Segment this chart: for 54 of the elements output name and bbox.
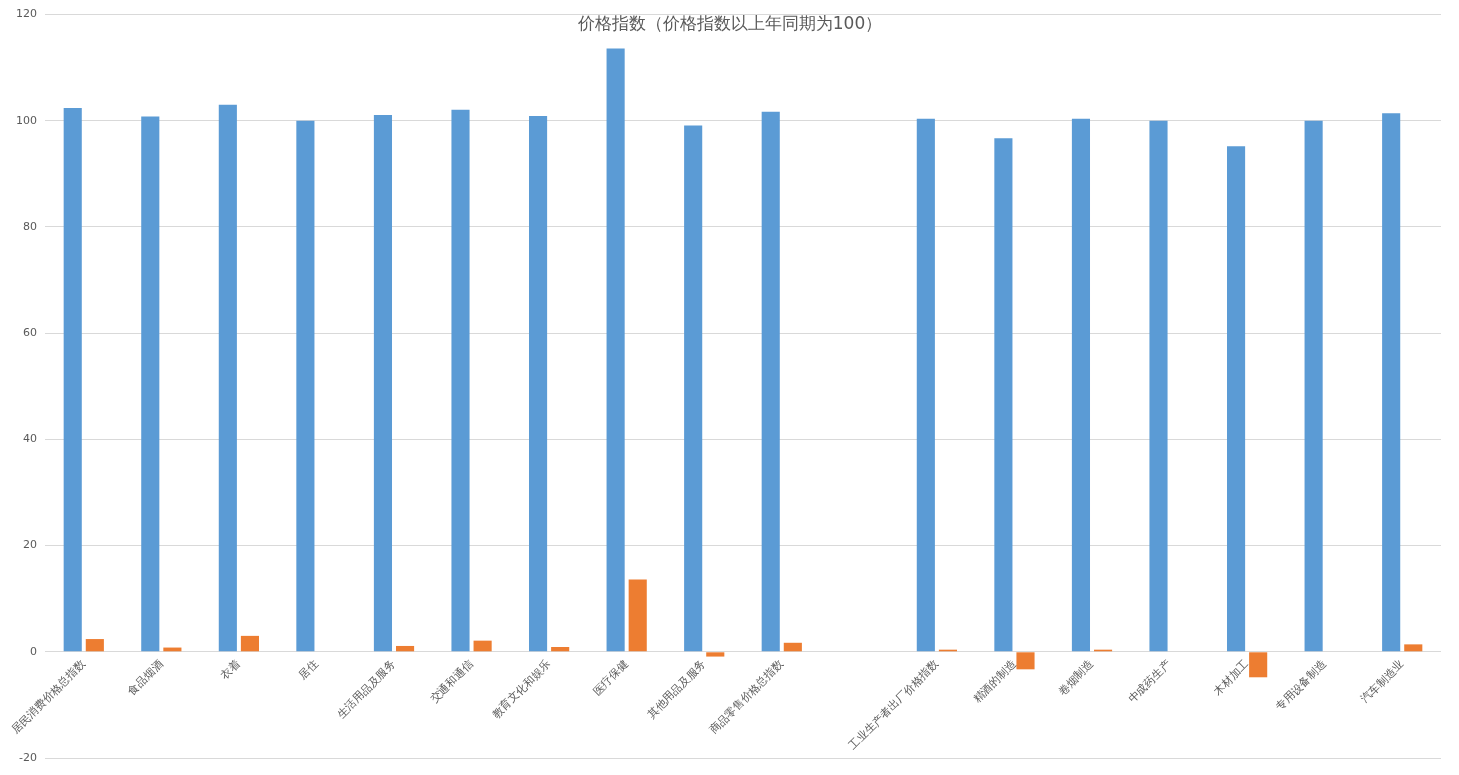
x-tick-label: 生活用品及服务	[334, 657, 399, 722]
bar	[85, 639, 104, 652]
x-tick-label: 衣着	[218, 657, 244, 683]
bar	[63, 108, 82, 652]
y-tick-label: 120	[16, 7, 37, 21]
bar	[218, 104, 237, 652]
bar	[373, 114, 393, 652]
y-tick-label: 100	[16, 113, 37, 127]
bar	[761, 111, 780, 652]
bar	[1304, 120, 1323, 652]
bar	[551, 647, 570, 652]
x-tick-label: 居住	[295, 657, 321, 683]
bar	[1382, 113, 1401, 652]
y-tick-label: 60	[23, 326, 37, 340]
bar	[1227, 146, 1246, 652]
x-tick-label: 食品烟酒	[125, 657, 166, 698]
x-tick-label: 精酒的制造	[970, 657, 1019, 706]
y-tick-label: 20	[23, 538, 37, 552]
y-tick-label: 0	[30, 644, 37, 658]
x-tick-label: 专用设备制造	[1272, 657, 1329, 714]
y-tick-label: 40	[23, 432, 37, 446]
x-tick-label: 教育文化和娱乐	[489, 657, 554, 722]
chart-title: 价格指数（价格指数以上年同期为100）	[577, 12, 883, 35]
x-tick-label: 中成药生产	[1125, 657, 1174, 706]
bar	[1149, 120, 1168, 652]
bar	[451, 109, 470, 652]
bar	[141, 116, 160, 652]
x-tick-label: 汽车制造业	[1358, 657, 1407, 706]
bar	[240, 635, 259, 652]
x-tick-label: 医疗保健	[590, 657, 631, 698]
bar	[706, 652, 725, 657]
bar	[473, 640, 492, 652]
y-tick-label: -20	[19, 750, 37, 764]
bar	[395, 645, 415, 652]
bar	[1016, 652, 1035, 670]
x-tick-label: 居民消费价格总指数	[8, 657, 88, 737]
x-tick-label: 卷烟制造	[1055, 657, 1097, 698]
bar	[684, 125, 703, 652]
x-tick-label: 商品零售价格总指数	[706, 657, 786, 737]
bar	[1249, 652, 1268, 678]
bar	[296, 120, 315, 652]
x-tick-label: 交通和通信	[427, 657, 476, 706]
bar	[529, 116, 548, 652]
bar	[1071, 118, 1091, 652]
bar	[783, 642, 802, 652]
bar	[916, 118, 935, 652]
bar	[628, 579, 647, 652]
bar	[606, 48, 625, 652]
bar	[994, 138, 1013, 652]
x-tick-label: 工业生产者出厂价格指数	[846, 657, 942, 753]
y-tick-label: 80	[23, 219, 37, 233]
x-tick-label: 其他用品及服务	[644, 657, 709, 722]
x-tick-label: 木材加工	[1210, 657, 1252, 698]
bar	[1404, 644, 1423, 652]
